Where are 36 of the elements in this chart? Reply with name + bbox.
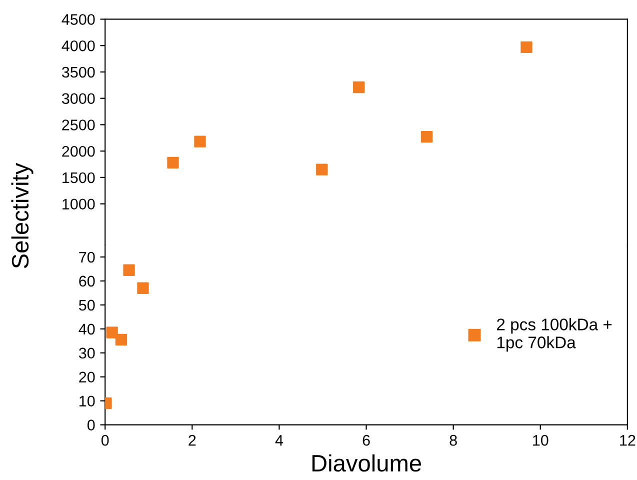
x-tick-label: 0 [101,434,109,446]
y-tick-label: 3000 [62,93,95,104]
x-tick-label: 8 [450,434,457,446]
y-tick-label: 50 [79,300,95,311]
point [353,81,365,94]
y-tick-label: 1500 [62,172,95,184]
x-tick-label: 6 [362,434,370,446]
x-tick-label: 4 [275,435,284,446]
point [420,130,433,143]
y-tick-label: 40 [78,324,95,335]
point [316,164,328,176]
point [194,136,206,148]
y-tick-label: 20 [79,372,95,383]
y-tick-label: 10 [80,396,95,407]
point [115,334,128,346]
y-axis-title: Selectivity [11,162,34,268]
point [167,156,179,169]
legend-label: 2 pcs 100kDa + 1pc 70kDa [497,318,612,352]
point [123,264,135,276]
y-tick-label: 70 [79,252,95,263]
y-tick-label: 30 [78,348,95,359]
y-tick-label: 1000 [62,198,95,210]
y-tick-label: 0 [87,420,95,430]
x-tick-label: 10 [533,434,548,446]
point [106,326,118,338]
y-tick-label: 60 [79,276,95,287]
x-axis-title: Diavolume [312,454,421,472]
x-tick-label: 2 [188,434,196,446]
x-tick-label: 12 [620,434,636,446]
y-tick-label: 4500 [62,14,95,25]
point [520,41,532,54]
y-tick-label: 2000 [62,146,95,157]
y-tick-label: 4000 [62,40,95,52]
y-tick-label: 2500 [62,120,95,130]
point [137,282,149,294]
y-tick-label: 3500 [62,66,95,78]
